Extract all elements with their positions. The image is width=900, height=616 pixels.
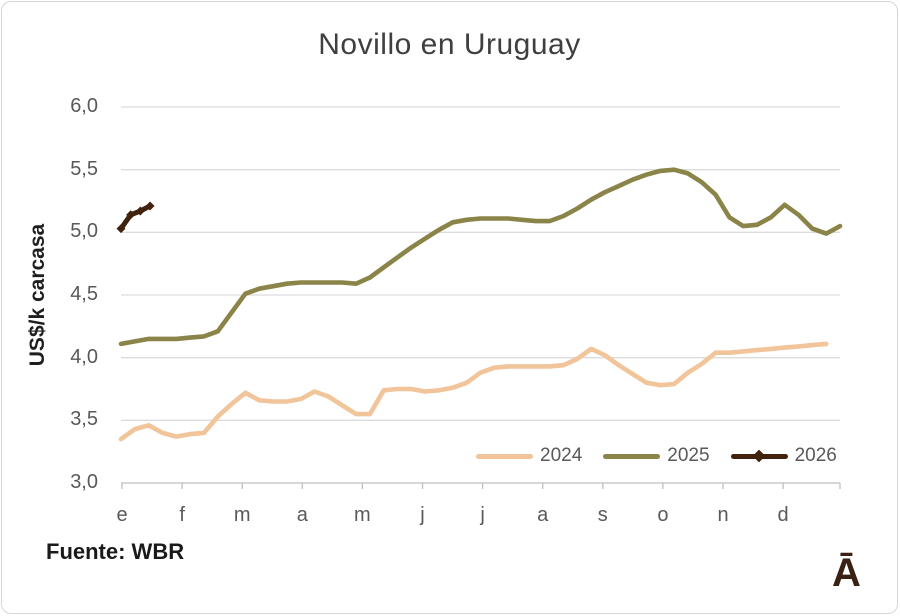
x-month-label: s [597,504,608,526]
y-tick-label: 5,5 [70,157,98,180]
y-tick-label: 3,0 [70,471,98,493]
y-tick-label: 4,0 [70,345,98,368]
y-tick-label: 3,5 [70,408,98,431]
legend-label-2024: 2024 [540,445,583,466]
x-month-label: n [717,504,729,526]
x-month-label: a [537,504,549,526]
series-line-2026 [118,203,153,232]
x-month-label: o [657,504,669,526]
legend-swatch-2025 [603,453,661,459]
legend-swatch-2026 [730,449,788,463]
x-month-label: f [179,504,185,526]
chart-legend: 2024 2025 2026 [476,445,837,467]
x-month-label: m [233,504,251,526]
series-marker-2026 [126,210,136,220]
brand-logo: Ā [832,551,861,595]
series-marker-2026 [116,224,126,234]
y-tick-label: 5,0 [70,220,98,243]
x-month-label: m [354,504,371,526]
chart-title: Novillo en Uruguay [318,28,581,61]
legend-label-2026: 2026 [794,445,837,466]
x-month-label: j [420,504,425,526]
series-line-2024 [118,341,829,442]
x-month-label: e [116,504,128,526]
y-tick-label: 6,0 [70,95,98,117]
series-marker-2026 [135,206,145,216]
source-note: Fuente: WBR [46,539,185,564]
x-month-label: j [480,504,485,526]
legend-marker-2026 [752,449,766,463]
x-month-label: d [777,504,789,526]
legend-swatch-2024 [476,453,533,459]
series-marker-2026 [145,201,155,211]
x-month-label: a [296,504,308,526]
legend-item-2025: 2025 [603,445,710,467]
y-tick-label: 4,5 [70,283,98,305]
legend-item-2026: 2026 [730,445,837,467]
series-line-2025 [118,167,843,347]
legend-label-2025: 2025 [667,445,710,466]
legend-item-2024: 2024 [476,445,582,467]
